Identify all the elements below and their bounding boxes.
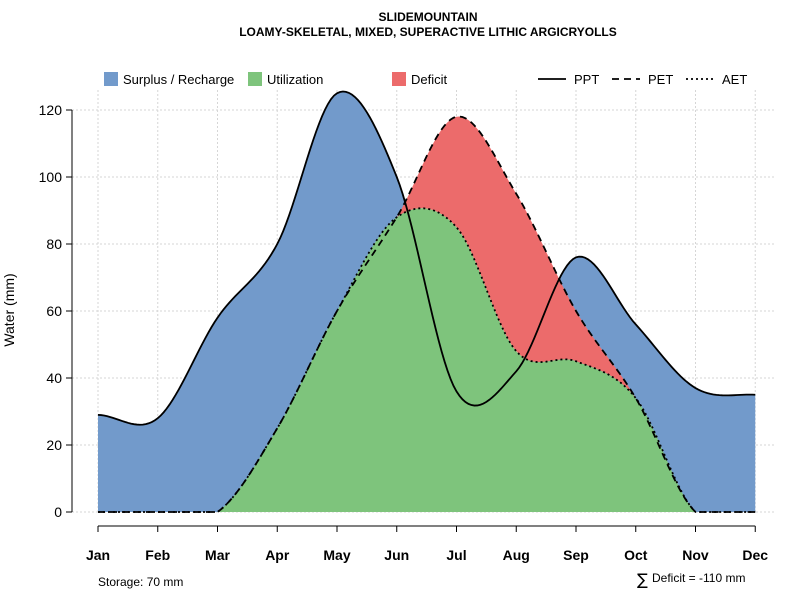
legend-label: Surplus / Recharge <box>123 72 234 87</box>
legend-label: PET <box>648 72 673 87</box>
x-tick-label: Aug <box>503 547 530 563</box>
y-tick-label: 100 <box>39 169 63 185</box>
storage-annotation: Storage: 70 mm <box>98 575 183 589</box>
legend-label: Utilization <box>267 72 323 87</box>
x-tick-label: Oct <box>624 547 648 563</box>
utilization-area <box>98 208 756 512</box>
y-tick-label: 80 <box>46 236 62 252</box>
legend-swatch <box>392 72 406 86</box>
legend-label: AET <box>722 72 747 87</box>
deficit-annotation: Deficit = -110 mm <box>652 571 745 585</box>
line-aet <box>98 207 756 513</box>
x-tick-label: Mar <box>205 547 230 563</box>
legend: Surplus / Recharge Utilization Deficit PPT P… <box>104 72 747 87</box>
y-tick-label: 60 <box>46 303 62 319</box>
series-lines <box>97 90 756 513</box>
x-tick-label: Dec <box>742 547 768 563</box>
x-tick-label: Sep <box>563 547 589 563</box>
x-tick-label: Jun <box>384 547 409 563</box>
sum-symbol: ∑ <box>637 570 648 589</box>
deficit-area <box>98 116 756 512</box>
chart-title: SLIDEMOUNTAIN <box>378 10 477 24</box>
y-tick-label: 0 <box>54 504 62 520</box>
x-tick-label: Jan <box>86 547 110 563</box>
chart-subtitle: LOAMY-SKELETAL, MIXED, SUPERACTIVE LITHI… <box>239 25 617 39</box>
legend-label: PPT <box>574 72 599 87</box>
legend-swatch <box>248 72 262 86</box>
x-tick-label: Feb <box>145 547 170 563</box>
x-tick-label: May <box>323 547 350 563</box>
x-tick-label: Nov <box>682 547 709 563</box>
area-fills <box>98 91 756 512</box>
line-ppt <box>97 90 756 426</box>
x-tick-label: Apr <box>265 547 290 563</box>
x-tick-label: Jul <box>446 547 466 563</box>
axes: 0 20 40 60 80 100 120 Jan Feb Mar Apr May Jun Jul Aug S… <box>39 102 769 563</box>
y-axis-label: Water (mm) <box>1 273 17 346</box>
y-tick-label: 120 <box>39 102 63 118</box>
legend-swatch <box>104 72 118 86</box>
y-tick-label: 20 <box>46 437 62 453</box>
line-pet <box>98 115 756 513</box>
legend-label: Deficit <box>411 72 448 87</box>
y-tick-label: 40 <box>46 370 62 386</box>
